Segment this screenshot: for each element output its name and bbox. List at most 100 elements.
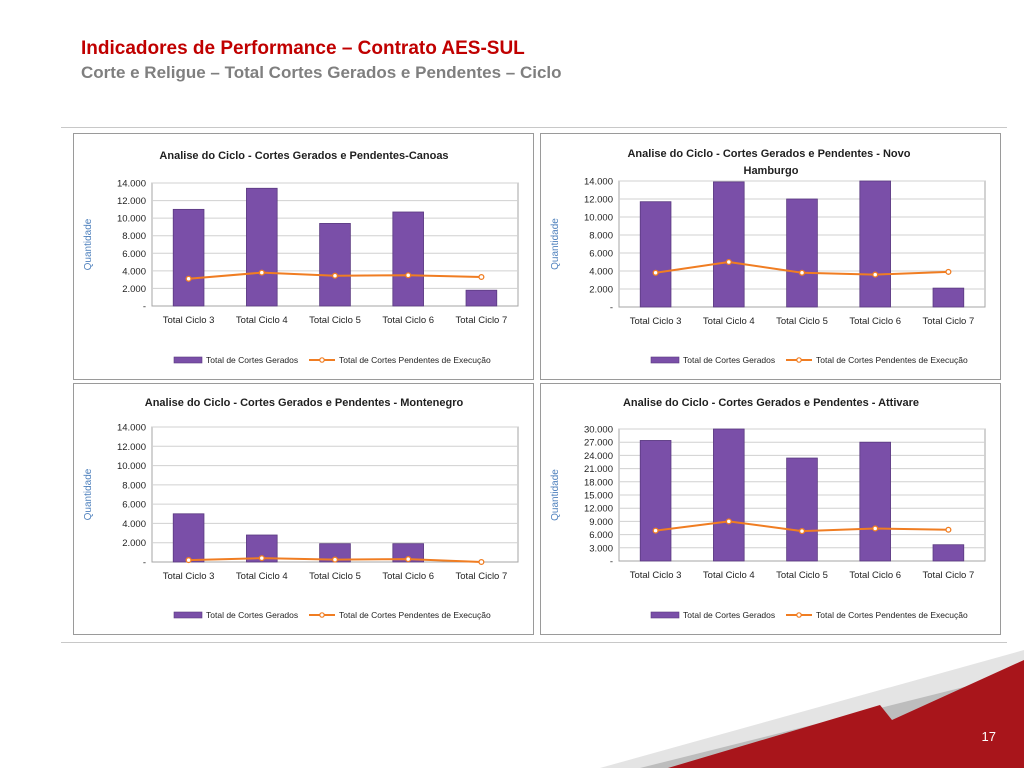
legend-line-marker xyxy=(796,612,802,618)
y-tick-label: 10.000 xyxy=(117,461,146,472)
y-tick-label: 4.000 xyxy=(589,267,613,278)
bar xyxy=(713,428,745,562)
bar xyxy=(392,211,424,307)
line-point xyxy=(258,555,265,562)
x-tick-label: Total Ciclo 7 xyxy=(923,316,975,327)
bar xyxy=(172,513,205,563)
y-tick-label: 24.000 xyxy=(584,451,613,462)
y-axis-title: Quantidade xyxy=(83,218,94,270)
legend-label: Total de Cortes Pendentes de Execução xyxy=(339,355,491,365)
line-point xyxy=(405,272,412,279)
line-point xyxy=(945,526,952,533)
x-tick-label: Total Ciclo 3 xyxy=(163,571,215,582)
y-tick-label: 2.000 xyxy=(589,285,613,296)
y-tick-label: 14.000 xyxy=(117,179,146,190)
x-tick-label: Total Ciclo 4 xyxy=(236,315,288,326)
line-point xyxy=(478,273,485,281)
y-tick-label: - xyxy=(143,302,146,313)
x-tick-label: Total Ciclo 3 xyxy=(163,315,215,326)
y-tick-label: 12.000 xyxy=(117,196,146,207)
x-tick-label: Total Ciclo 5 xyxy=(309,315,361,326)
bar xyxy=(713,181,745,308)
y-tick-label: 21.000 xyxy=(584,464,613,475)
line-point xyxy=(725,518,732,525)
x-tick-label: Total Ciclo 6 xyxy=(849,570,901,581)
legend-bar-swatch xyxy=(650,611,680,619)
line-point xyxy=(258,269,265,276)
y-axis-title: Quantidade xyxy=(83,468,94,520)
chart-panel-attivare: Analise do Ciclo - Cortes Gerados e Pend… xyxy=(540,383,1001,635)
chart-canoas: Analise do Ciclo - Cortes Gerados e Pend… xyxy=(83,150,519,365)
y-axis-title: Quantidade xyxy=(550,469,561,521)
bar xyxy=(859,180,891,308)
chart-attivare: Analise do Ciclo - Cortes Gerados e Pend… xyxy=(550,397,986,620)
slide-subtitle: Corte e Religue – Total Cortes Gerados e… xyxy=(81,63,562,82)
x-tick-label: Total Ciclo 6 xyxy=(382,315,434,326)
x-tick-label: Total Ciclo 6 xyxy=(382,571,434,582)
x-tick-label: Total Ciclo 4 xyxy=(703,570,755,581)
line-point xyxy=(478,558,485,566)
y-tick-label: 6.000 xyxy=(589,249,613,260)
legend-label: Total de Cortes Pendentes de Execução xyxy=(339,610,491,620)
y-tick-label: 14.000 xyxy=(584,177,613,188)
y-tick-label: 4.000 xyxy=(122,519,146,530)
x-tick-label: Total Ciclo 5 xyxy=(776,316,828,327)
x-tick-label: Total Ciclo 4 xyxy=(236,571,288,582)
chart-title: Analise do Ciclo - Cortes Gerados e Pend… xyxy=(145,397,464,409)
legend-bar-swatch xyxy=(650,356,680,364)
line-point xyxy=(652,269,659,276)
chart-title: Analise do Ciclo - Cortes Gerados e Pend… xyxy=(159,150,448,162)
line-point xyxy=(872,525,879,532)
y-tick-label: 12.000 xyxy=(584,504,613,515)
line-point xyxy=(872,271,879,278)
line-point xyxy=(405,556,412,563)
bar xyxy=(246,187,278,307)
x-tick-label: Total Ciclo 7 xyxy=(456,571,508,582)
x-tick-label: Total Ciclo 5 xyxy=(309,571,361,582)
bar xyxy=(786,457,818,562)
legend-line-marker xyxy=(796,357,802,363)
y-tick-label: 12.000 xyxy=(117,442,146,453)
legend-bar-swatch xyxy=(173,356,203,364)
legend-line-marker xyxy=(319,357,325,363)
chart-panel-montenegro: Analise do Ciclo - Cortes Gerados e Pend… xyxy=(73,383,534,635)
line-point xyxy=(185,275,192,282)
legend-label: Total de Cortes Pendentes de Execução xyxy=(816,355,968,365)
swoosh-light-stripe xyxy=(600,650,1024,768)
legend-label: Total de Cortes Gerados xyxy=(206,355,298,365)
page-number: 17 xyxy=(981,729,996,744)
legend-label: Total de Cortes Gerados xyxy=(683,610,775,620)
y-tick-label: 18.000 xyxy=(584,477,613,488)
legend-bar-swatch xyxy=(173,611,203,619)
plot-area-border xyxy=(151,426,519,563)
bar xyxy=(932,287,965,308)
y-tick-label: 4.000 xyxy=(122,266,146,277)
line-point xyxy=(185,557,192,564)
y-tick-label: 10.000 xyxy=(584,213,613,224)
chart-montenegro: Analise do Ciclo - Cortes Gerados e Pend… xyxy=(83,397,519,620)
y-tick-label: 8.000 xyxy=(589,231,613,242)
slide-title: Indicadores de Performance – Contrato AE… xyxy=(81,38,525,59)
bar xyxy=(932,544,965,562)
y-tick-label: 9.000 xyxy=(589,517,613,528)
bar xyxy=(172,208,205,307)
chart-panel-novo-hamburgo: Analise do Ciclo - Cortes Gerados e Pend… xyxy=(540,133,1001,380)
chart-title: Analise do Ciclo - Cortes Gerados e Pend… xyxy=(627,148,910,160)
line-point xyxy=(945,268,952,275)
chart-panel-canoas: Analise do Ciclo - Cortes Gerados e Pend… xyxy=(73,133,534,380)
legend-label: Total de Cortes Gerados xyxy=(206,610,298,620)
chart-title: Analise do Ciclo - Cortes Gerados e Pend… xyxy=(623,397,919,409)
line-point xyxy=(652,527,659,534)
y-tick-label: 30.000 xyxy=(584,425,613,436)
bar xyxy=(786,198,818,308)
y-tick-label: 6.000 xyxy=(122,500,146,511)
legend-line-marker xyxy=(319,612,325,618)
x-tick-label: Total Ciclo 7 xyxy=(923,570,975,581)
bar xyxy=(639,201,672,308)
bar xyxy=(859,441,891,562)
line-point xyxy=(331,556,339,563)
line-point xyxy=(725,258,732,266)
x-tick-label: Total Ciclo 3 xyxy=(630,570,682,581)
y-tick-label: 12.000 xyxy=(584,195,613,206)
charts-frame: Analise do Ciclo - Cortes Gerados e Pend… xyxy=(61,127,1007,643)
